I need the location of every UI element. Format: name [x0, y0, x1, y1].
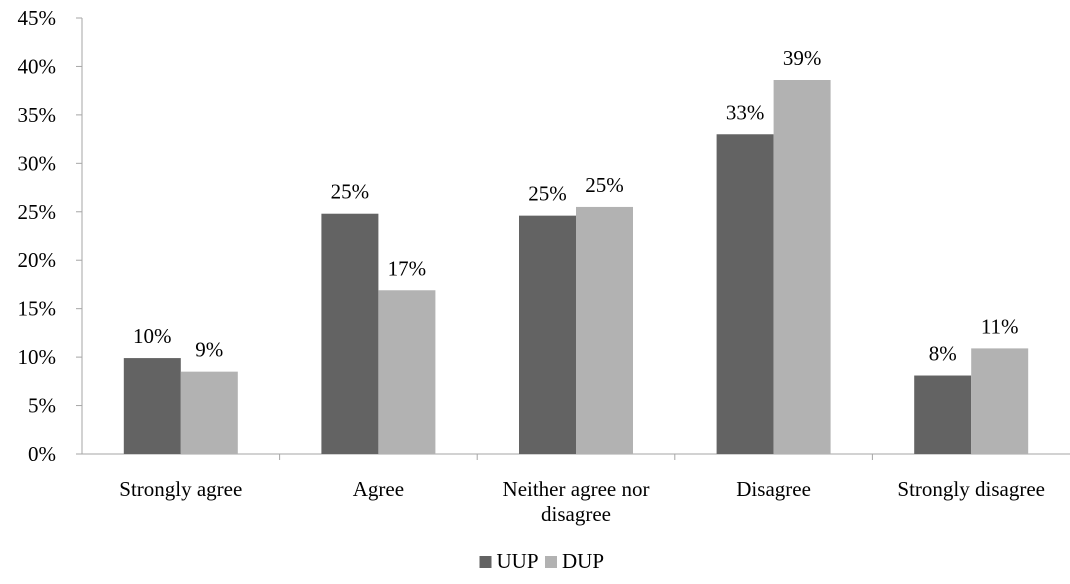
bar-dup [773, 80, 831, 455]
data-label: 8% [929, 342, 957, 366]
data-label: 10% [133, 324, 172, 348]
bar-dup [180, 371, 238, 454]
category-label: Neither agree nor disagree [503, 477, 650, 526]
bar-uup [519, 215, 576, 454]
y-tick-label: 35% [18, 103, 57, 127]
y-axis: 0% 5% 10% 15% 20% 25% 30% 35% 40% 45% [18, 6, 83, 466]
bar-uup [321, 213, 379, 454]
x-axis: Strongly agree Agree Neither agree nor disa… [82, 453, 1070, 526]
y-tick-label: 40% [18, 54, 57, 78]
legend-label-dup: DUP [562, 549, 604, 573]
legend-swatch-uup [479, 556, 492, 568]
data-label: 25% [528, 182, 567, 206]
bar-dup [971, 348, 1029, 454]
data-label: 25% [585, 173, 624, 197]
y-tick-label: 25% [18, 200, 57, 224]
data-label: 25% [331, 180, 370, 204]
data-label: 11% [981, 314, 1019, 338]
y-tick-label: 0% [28, 442, 56, 466]
y-tick-label: 10% [18, 345, 57, 369]
y-tick-label: 45% [18, 6, 57, 30]
bars [123, 80, 1029, 455]
bar-uup [914, 375, 972, 454]
y-tick-label: 15% [18, 297, 57, 321]
data-labels: 10% 9% 25% 17% 25% 25% 33% 39% 8% 11% [133, 46, 1019, 366]
category-label: Strongly agree [119, 477, 242, 501]
category-label: Agree [353, 477, 404, 501]
legend: UUP DUP [479, 549, 604, 573]
bar-dup [378, 290, 436, 454]
legend-swatch-dup [545, 556, 557, 568]
y-tick-label: 5% [28, 394, 56, 418]
y-tick-label: 30% [18, 151, 57, 175]
bar-uup [716, 134, 774, 454]
data-label: 33% [726, 100, 765, 124]
data-label: 9% [195, 338, 223, 362]
data-label: 17% [388, 256, 427, 280]
y-tick-label: 20% [18, 248, 57, 272]
legend-label-uup: UUP [497, 549, 539, 573]
category-label: Disagree [736, 477, 811, 501]
category-label: Strongly disagree [897, 477, 1045, 501]
data-label: 39% [783, 46, 822, 70]
bar-uup [123, 358, 181, 454]
bar-dup [576, 206, 633, 454]
